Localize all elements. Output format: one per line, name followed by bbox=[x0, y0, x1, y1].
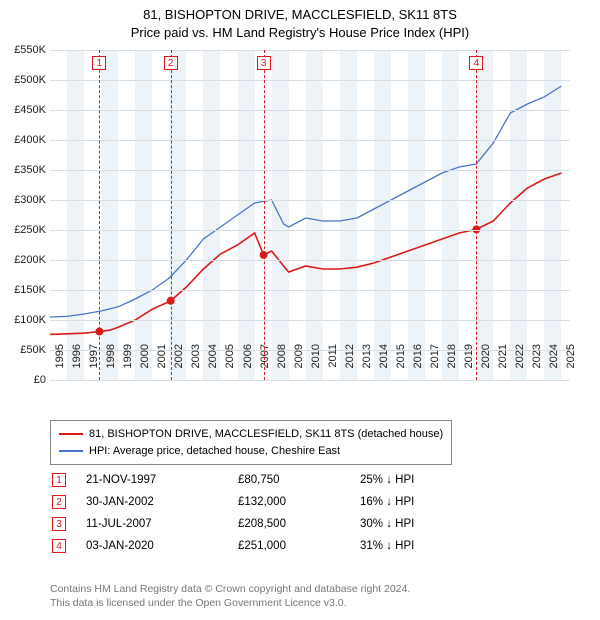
gridline bbox=[50, 140, 570, 141]
x-axis-label: 2013 bbox=[361, 344, 373, 384]
x-axis-label: 2025 bbox=[565, 344, 577, 384]
event-price: £208,500 bbox=[238, 514, 358, 534]
event-line bbox=[264, 50, 265, 380]
y-axis-label: £300K bbox=[14, 194, 46, 206]
x-axis-label: 1996 bbox=[71, 344, 83, 384]
x-axis-label: 1997 bbox=[88, 344, 100, 384]
y-axis-label: £450K bbox=[14, 104, 46, 116]
legend-label: HPI: Average price, detached house, Ches… bbox=[89, 443, 340, 460]
chart-svg bbox=[50, 50, 570, 380]
x-axis-label: 2003 bbox=[190, 344, 202, 384]
x-axis-label: 2000 bbox=[139, 344, 151, 384]
event-delta: 30% ↓ HPI bbox=[360, 514, 414, 534]
title-block: 81, BISHOPTON DRIVE, MACCLESFIELD, SK11 … bbox=[0, 0, 600, 41]
event-price: £132,000 bbox=[238, 492, 358, 512]
legend-label: 81, BISHOPTON DRIVE, MACCLESFIELD, SK11 … bbox=[89, 426, 443, 443]
series-price_paid bbox=[50, 173, 562, 334]
y-axis-label: £550K bbox=[14, 44, 46, 56]
x-axis-label: 2022 bbox=[514, 344, 526, 384]
event-marker: 4 bbox=[469, 56, 483, 70]
y-axis-label: £150K bbox=[14, 284, 46, 296]
event-line bbox=[476, 50, 477, 380]
gridline bbox=[50, 320, 570, 321]
event-number-box: 1 bbox=[52, 473, 66, 487]
x-axis-label: 2006 bbox=[242, 344, 254, 384]
x-axis-label: 2008 bbox=[276, 344, 288, 384]
footer: Contains HM Land Registry data © Crown c… bbox=[50, 582, 410, 610]
x-axis-label: 2024 bbox=[548, 344, 560, 384]
y-axis-label: £400K bbox=[14, 134, 46, 146]
x-axis-label: 2005 bbox=[224, 344, 236, 384]
event-price: £251,000 bbox=[238, 536, 358, 556]
event-delta: 16% ↓ HPI bbox=[360, 492, 414, 512]
x-axis-label: 2009 bbox=[293, 344, 305, 384]
series-hpi bbox=[50, 86, 562, 317]
event-number-box: 4 bbox=[52, 539, 66, 553]
event-line bbox=[171, 50, 172, 380]
x-axis-label: 2016 bbox=[412, 344, 424, 384]
gridline bbox=[50, 110, 570, 111]
gridline bbox=[50, 200, 570, 201]
legend-swatch bbox=[59, 450, 83, 452]
x-axis-label: 2019 bbox=[463, 344, 475, 384]
footer-line: This data is licensed under the Open Gov… bbox=[50, 596, 410, 610]
x-axis-label: 1999 bbox=[122, 344, 134, 384]
x-axis-label: 2023 bbox=[531, 344, 543, 384]
event-price: £80,750 bbox=[238, 470, 358, 490]
footer-line: Contains HM Land Registry data © Crown c… bbox=[50, 582, 410, 596]
address-title: 81, BISHOPTON DRIVE, MACCLESFIELD, SK11 … bbox=[0, 6, 600, 24]
event-marker: 3 bbox=[257, 56, 271, 70]
x-axis-label: 2017 bbox=[429, 344, 441, 384]
event-date: 03-JAN-2020 bbox=[86, 536, 236, 556]
y-axis-label: £50K bbox=[20, 344, 46, 356]
x-axis-label: 2010 bbox=[310, 344, 322, 384]
x-axis-label: 2011 bbox=[327, 344, 339, 384]
y-axis-label: £200K bbox=[14, 254, 46, 266]
x-axis-label: 2014 bbox=[378, 344, 390, 384]
x-axis-label: 2018 bbox=[446, 344, 458, 384]
gridline bbox=[50, 50, 570, 51]
event-date: 30-JAN-2002 bbox=[86, 492, 236, 512]
event-row: 2 30-JAN-2002£132,00016% ↓ HPI bbox=[52, 492, 414, 512]
event-row: 3 11-JUL-2007£208,50030% ↓ HPI bbox=[52, 514, 414, 534]
legend-swatch bbox=[59, 433, 83, 435]
x-axis-label: 2015 bbox=[395, 344, 407, 384]
event-line bbox=[99, 50, 100, 380]
legend: 81, BISHOPTON DRIVE, MACCLESFIELD, SK11 … bbox=[50, 420, 452, 465]
event-date: 21-NOV-1997 bbox=[86, 470, 236, 490]
gridline bbox=[50, 290, 570, 291]
event-marker: 1 bbox=[92, 56, 106, 70]
y-axis-label: £100K bbox=[14, 314, 46, 326]
events-table: 1 21-NOV-1997£80,75025% ↓ HPI 2 30-JAN-2002… bbox=[50, 468, 416, 558]
x-axis-label: 1998 bbox=[105, 344, 117, 384]
event-row: 1 21-NOV-1997£80,75025% ↓ HPI bbox=[52, 470, 414, 490]
chart-area: £0£50K£100K£150K£200K£250K£300K£350K£400… bbox=[50, 50, 570, 380]
y-axis-label: £0 bbox=[34, 374, 46, 386]
chart-container: 81, BISHOPTON DRIVE, MACCLESFIELD, SK11 … bbox=[0, 0, 600, 620]
event-date: 11-JUL-2007 bbox=[86, 514, 236, 534]
gridline bbox=[50, 230, 570, 231]
event-delta: 31% ↓ HPI bbox=[360, 536, 414, 556]
gridline bbox=[50, 170, 570, 171]
event-number-box: 3 bbox=[52, 517, 66, 531]
y-axis-label: £350K bbox=[14, 164, 46, 176]
x-axis-label: 2004 bbox=[207, 344, 219, 384]
event-marker: 2 bbox=[164, 56, 178, 70]
x-axis-label: 2012 bbox=[344, 344, 356, 384]
x-axis-label: 2001 bbox=[156, 344, 168, 384]
gridline bbox=[50, 260, 570, 261]
legend-row: 81, BISHOPTON DRIVE, MACCLESFIELD, SK11 … bbox=[59, 426, 443, 443]
y-axis-label: £250K bbox=[14, 224, 46, 236]
gridline bbox=[50, 80, 570, 81]
x-axis-label: 1995 bbox=[54, 344, 66, 384]
event-number-box: 2 bbox=[52, 495, 66, 509]
legend-row: HPI: Average price, detached house, Ches… bbox=[59, 443, 443, 460]
x-axis-label: 2021 bbox=[497, 344, 509, 384]
x-axis-label: 2020 bbox=[480, 344, 492, 384]
y-axis-label: £500K bbox=[14, 74, 46, 86]
subtitle: Price paid vs. HM Land Registry's House … bbox=[0, 24, 600, 42]
event-delta: 25% ↓ HPI bbox=[360, 470, 414, 490]
x-axis-label: 2002 bbox=[173, 344, 185, 384]
event-row: 4 03-JAN-2020£251,00031% ↓ HPI bbox=[52, 536, 414, 556]
